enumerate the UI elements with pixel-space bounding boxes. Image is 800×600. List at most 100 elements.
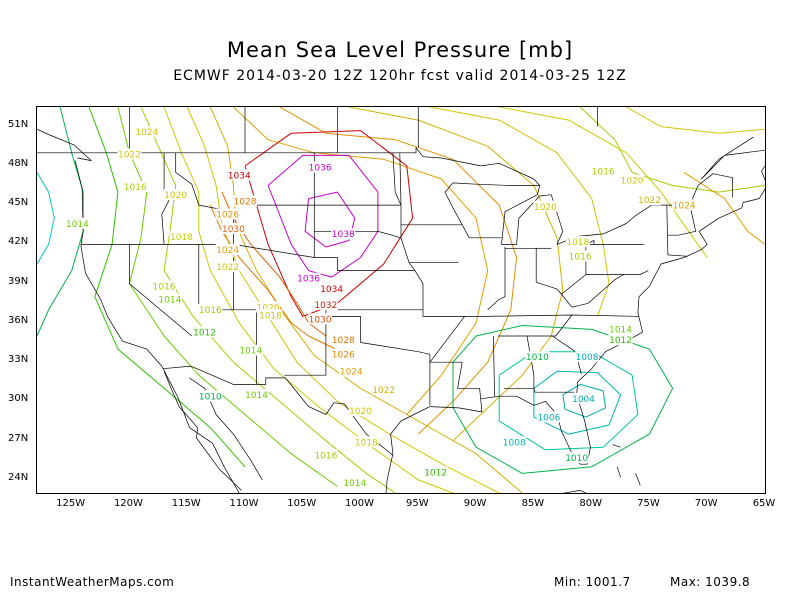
- isobar-value-label: 1014: [245, 391, 268, 401]
- isobar-value-label: 1018: [566, 238, 589, 248]
- map-border: [337, 309, 640, 317]
- isobar-label-background: [331, 228, 356, 240]
- map-border: [667, 205, 697, 236]
- longitude-tick-label: 70W: [694, 498, 718, 509]
- isobar-value-label: 1020: [257, 304, 280, 314]
- map-border: [37, 147, 481, 167]
- isobar-value-label: 1022: [118, 150, 141, 160]
- longitude-tick-label: 65W: [752, 498, 776, 509]
- map-border: [80, 244, 415, 271]
- map-border: [189, 377, 263, 481]
- longitude-tick-label: 120W: [113, 498, 143, 509]
- map-border: [429, 316, 482, 399]
- isobar-label-background: [117, 148, 142, 160]
- isobar-label-background: [525, 351, 550, 363]
- isobar-label-background: [221, 222, 246, 234]
- longitude-tick-label: 75W: [637, 498, 660, 509]
- map-border: [444, 182, 470, 238]
- isobar-label-background: [342, 476, 367, 488]
- isobar-label-background: [672, 199, 697, 211]
- isobar-label-background: [258, 309, 283, 321]
- isobar-label-background: [192, 326, 217, 338]
- isobar-label-background: [331, 348, 356, 360]
- isobar: [626, 107, 765, 134]
- isobar-value-label: 1028: [332, 336, 355, 346]
- longitude-tick-label: 125W: [56, 498, 86, 509]
- pressure-map: 1024 1022 1016 1020 1014 1034 1028 1026 1030 1018…: [36, 106, 766, 494]
- isobar-value-label: 1024: [673, 201, 696, 211]
- map-border: [561, 274, 587, 295]
- isobar-value-label: 1012: [609, 336, 632, 346]
- isobar-value-label: 1036: [297, 275, 320, 285]
- latitude-tick-label: 51N: [8, 118, 29, 130]
- isobar: [498, 351, 639, 451]
- isobar-label-background: [536, 411, 561, 423]
- isobar-value-label: 1014: [66, 220, 89, 230]
- isobar-value-label: 1018: [170, 233, 193, 243]
- map-canvas: 1024 1022 1016 1020 1014 1034 1028 1026 1030 1018…: [37, 107, 765, 493]
- isobar-label-background: [169, 230, 194, 242]
- map-title: Mean Sea Level Pressure [mb]: [226, 38, 574, 62]
- isobar-label-background: [565, 236, 590, 248]
- isobar-value-label: 1020: [534, 203, 557, 213]
- map-border: [616, 466, 621, 478]
- isobar: [88, 107, 246, 468]
- isobar-label-background: [564, 451, 589, 463]
- max-pressure: Max: 1039.8: [670, 575, 751, 589]
- map-border: [74, 160, 240, 493]
- map-borders: [37, 107, 765, 493]
- isobar-value-label: 1014: [158, 296, 181, 306]
- isobar-value-label: 1034: [228, 171, 251, 181]
- isobar-label-background: [308, 313, 333, 325]
- isobar-label-background: [157, 293, 182, 305]
- isobar-value-label: 1018: [259, 311, 282, 321]
- isobar-value-label: 1006: [537, 413, 560, 423]
- map-border: [313, 152, 402, 206]
- isobar-value-label: 1008: [503, 438, 526, 448]
- isobar-label-background: [215, 243, 240, 255]
- isobar-value-label: 1024: [216, 246, 239, 256]
- isobar-value-label: 1016: [153, 283, 176, 293]
- isobar-value-label: 1026: [216, 211, 239, 221]
- latitude-tick-label: 48N: [8, 157, 29, 169]
- isobar-label-background: [319, 283, 344, 295]
- isobar-value-label: 1016: [124, 183, 147, 193]
- isobar-value-label: 1010: [526, 353, 549, 363]
- isobar-label-background: [313, 449, 338, 461]
- isobar-value-label: 1010: [565, 454, 588, 464]
- isobar-value-label: 1032: [314, 301, 337, 311]
- isobar-value-label: 1014: [343, 479, 366, 489]
- isobar-label-background: [308, 161, 333, 173]
- latitude-tick-label: 24N: [8, 471, 29, 483]
- isobar-value-label: 1030: [309, 315, 332, 325]
- isobar-value-label: 1014: [239, 347, 262, 357]
- map-border: [635, 473, 641, 486]
- isobar-lines: [37, 107, 765, 493]
- isobar: [348, 107, 564, 442]
- longitude-tick-label: 90W: [463, 498, 487, 509]
- isobar-label-background: [233, 195, 257, 207]
- isobar-value-label: 1024: [340, 368, 363, 378]
- longitude-tick-label: 110W: [229, 498, 259, 509]
- isobar-value-label: 1020: [621, 177, 644, 187]
- isobar-value-label: 1016: [592, 167, 615, 177]
- isobar-label-background: [198, 304, 223, 316]
- isobar-label-background: [227, 169, 252, 181]
- latitude-tick-label: 30N: [8, 393, 29, 405]
- map-border: [390, 202, 744, 465]
- isobar: [429, 107, 610, 317]
- isobar-label-background: [571, 393, 596, 405]
- isobar-value-labels: 1024 1022 1016 1020 1014 1034 1028 1026 1030 1018…: [65, 126, 697, 489]
- isobar-label-background: [568, 250, 593, 262]
- longitude-tick-label: 80W: [579, 498, 602, 509]
- isobar-value-label: 1022: [216, 263, 239, 273]
- isobar-label-background: [637, 194, 662, 206]
- isobar-label-background: [608, 323, 633, 335]
- map-border: [452, 173, 733, 245]
- isobar: [37, 172, 55, 265]
- map-border: [480, 162, 540, 186]
- isobar: [233, 107, 489, 415]
- isobar-value-label: 1020: [164, 191, 187, 201]
- isobar-label-background: [502, 436, 527, 448]
- isobar-value-label: 1012: [424, 468, 447, 478]
